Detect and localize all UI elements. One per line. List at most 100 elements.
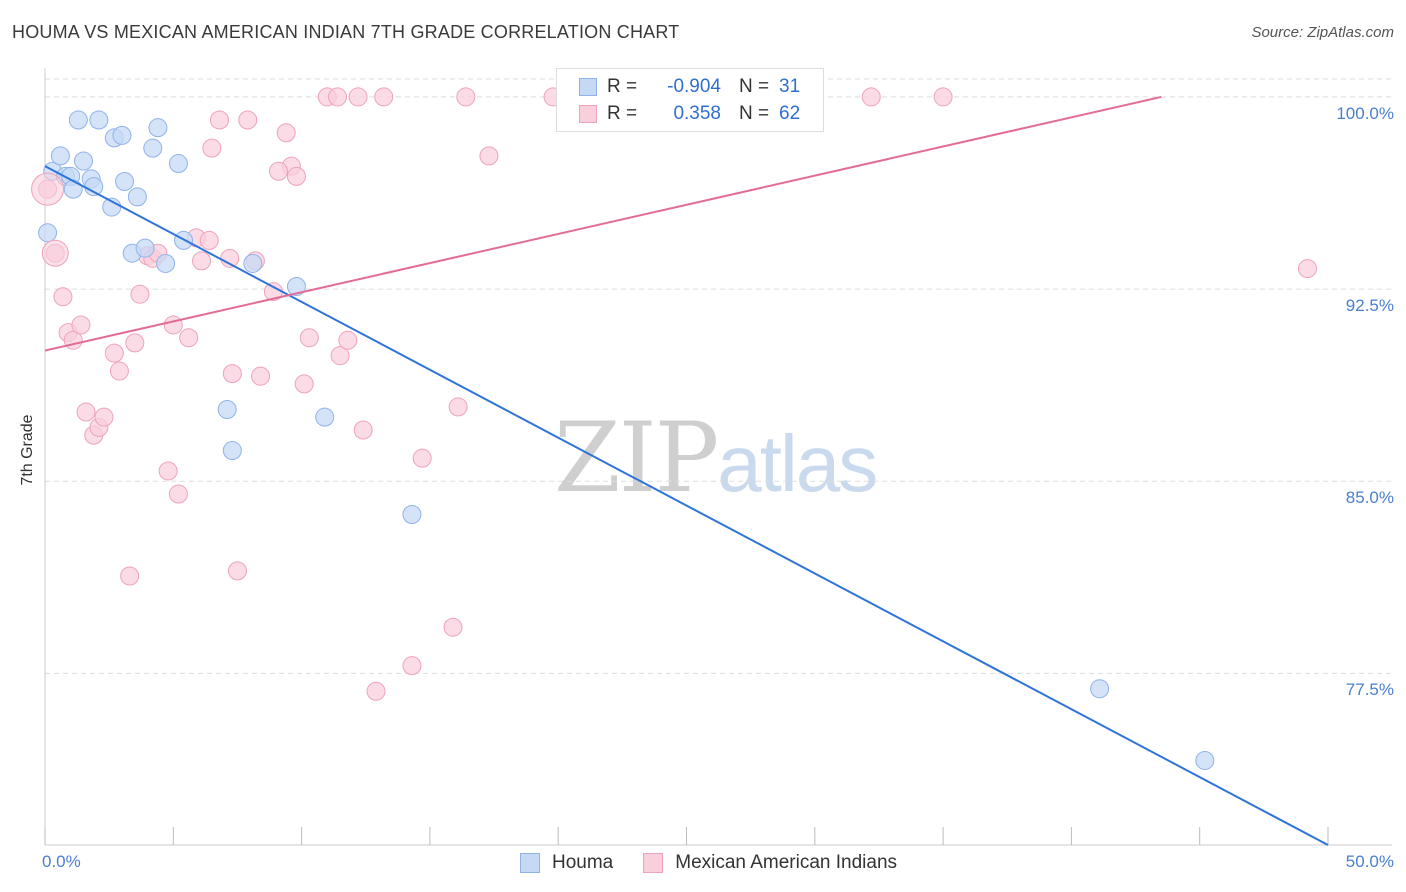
r-value: -0.904: [667, 76, 721, 97]
mexican-american-indians-point: [353, 420, 373, 440]
mexican-american-indians-swatch: [643, 853, 664, 873]
mexican-american-indians-point: [163, 315, 183, 335]
houma-point: [89, 110, 109, 130]
houma-point: [402, 505, 422, 525]
mexican-american-indians-point: [130, 284, 150, 304]
mexican-american-indians-point-large: [41, 239, 69, 267]
mexican-american-indians-point: [158, 461, 178, 481]
y-tick-label: 77.5%: [1345, 680, 1394, 700]
n-label: N =: [739, 103, 770, 124]
r-value: 0.358: [673, 103, 721, 124]
mexican-american-indians-point: [227, 561, 247, 581]
legend-row-mexican-american-indians: R = 0.358 N = 62: [579, 101, 800, 127]
y-tick-label: 85.0%: [1345, 488, 1394, 508]
mexican-american-indians-point: [933, 87, 953, 107]
houma-point: [112, 125, 132, 145]
houma-swatch: [520, 853, 540, 873]
y-tick-label: 100.0%: [1336, 103, 1394, 123]
mexican-american-indians-point: [209, 110, 229, 130]
mexican-american-indians-point: [1297, 259, 1317, 279]
mexican-american-indians-point: [328, 87, 348, 107]
mexican-american-indians-point: [366, 681, 386, 701]
watermark-zip: ZIP: [554, 402, 719, 514]
houma-point: [222, 440, 242, 460]
mexican-american-indians-point: [168, 484, 188, 504]
mexican-american-indians-point: [109, 361, 129, 381]
houma-point: [63, 179, 83, 199]
mexican-american-indians-point: [412, 448, 432, 468]
houma-point: [127, 187, 147, 207]
mexican-american-indians-point: [299, 328, 319, 348]
mexican-american-indians-point: [53, 287, 73, 307]
houma-point: [38, 223, 58, 243]
mexican-american-indians-point: [269, 161, 289, 181]
houma-point: [143, 138, 163, 158]
legend-item-mexican-american-indians[interactable]: Mexican American Indians: [643, 852, 897, 874]
mexican-american-indians-point: [222, 364, 242, 384]
houma-point: [115, 171, 135, 191]
mexican-american-indians-point-large: [31, 172, 65, 206]
houma-point: [68, 110, 88, 130]
mexican-american-indians-point: [861, 87, 881, 107]
series-legend: Houma Mexican American Indians: [520, 852, 927, 874]
houma-point: [50, 146, 70, 166]
mexican-american-indians-point: [71, 315, 91, 335]
houma-point: [315, 407, 335, 427]
y-tick-label: 92.5%: [1345, 296, 1394, 316]
mexican-american-indians-point: [479, 146, 499, 166]
mexican-american-indians-point: [448, 397, 468, 417]
n-value: 31: [779, 76, 801, 97]
houma-point: [156, 253, 176, 273]
houma-point: [168, 154, 188, 174]
watermark-atlas: atlas: [717, 419, 878, 508]
houma-trend-line: [44, 165, 1329, 846]
houma-point: [1195, 750, 1215, 770]
zipatlas-watermark: ZIPatlas: [554, 402, 878, 514]
mexican-american-indians-point: [94, 407, 114, 427]
mexican-american-indians-point: [202, 138, 222, 158]
mexican-american-indians-point: [179, 328, 199, 348]
mexican-american-indians-point: [402, 656, 422, 676]
x-tick-label-max: 50.0%: [1345, 852, 1394, 871]
mexican-american-indians-point: [238, 110, 258, 130]
mexican-american-indians-swatch: [579, 105, 597, 123]
mexican-american-indians-point: [374, 87, 394, 107]
mexican-american-indians-point: [76, 402, 96, 422]
mexican-american-indians-point: [199, 230, 219, 250]
houma-swatch: [579, 78, 597, 96]
houma-point: [135, 238, 155, 258]
n-value: 62: [779, 103, 801, 124]
houma-point: [1090, 679, 1110, 699]
r-label: R =: [607, 103, 638, 124]
x-tick-label-min: 0.0%: [42, 852, 81, 871]
houma-point: [243, 253, 263, 273]
legend-label: Houma: [552, 852, 614, 873]
mexican-american-indians-point: [251, 366, 271, 386]
mexican-american-indians-point: [330, 346, 350, 366]
stats-legend: R = -0.904 N = 31 R = 0.358 N = 62: [556, 68, 824, 132]
legend-row-houma: R = -0.904 N = 31: [579, 74, 800, 100]
mexican-american-indians-trend-line: [44, 95, 1162, 352]
mexican-american-indians-point: [192, 251, 212, 271]
chart-title: HOUMA VS MEXICAN AMERICAN INDIAN 7TH GRA…: [12, 22, 680, 42]
source-credit: Source: ZipAtlas.com: [1251, 24, 1394, 41]
mexican-american-indians-point: [276, 123, 296, 143]
mexican-american-indians-point: [456, 87, 476, 107]
mexican-american-indians-point: [125, 333, 145, 353]
mexican-american-indians-point: [104, 343, 124, 363]
mexican-american-indians-point: [120, 566, 140, 586]
houma-point: [286, 277, 306, 297]
mexican-american-indians-point: [443, 617, 463, 637]
legend-label: Mexican American Indians: [675, 852, 898, 873]
r-label: R =: [607, 76, 638, 97]
legend-item-houma[interactable]: Houma: [520, 852, 613, 874]
mexican-american-indians-point: [294, 374, 314, 394]
mexican-american-indians-point: [286, 166, 306, 186]
houma-point: [217, 399, 237, 419]
n-label: N =: [739, 76, 770, 97]
mexican-american-indians-point: [338, 330, 358, 350]
houma-point: [148, 118, 168, 138]
mexican-american-indians-point: [348, 87, 368, 107]
houma-point: [73, 151, 93, 171]
